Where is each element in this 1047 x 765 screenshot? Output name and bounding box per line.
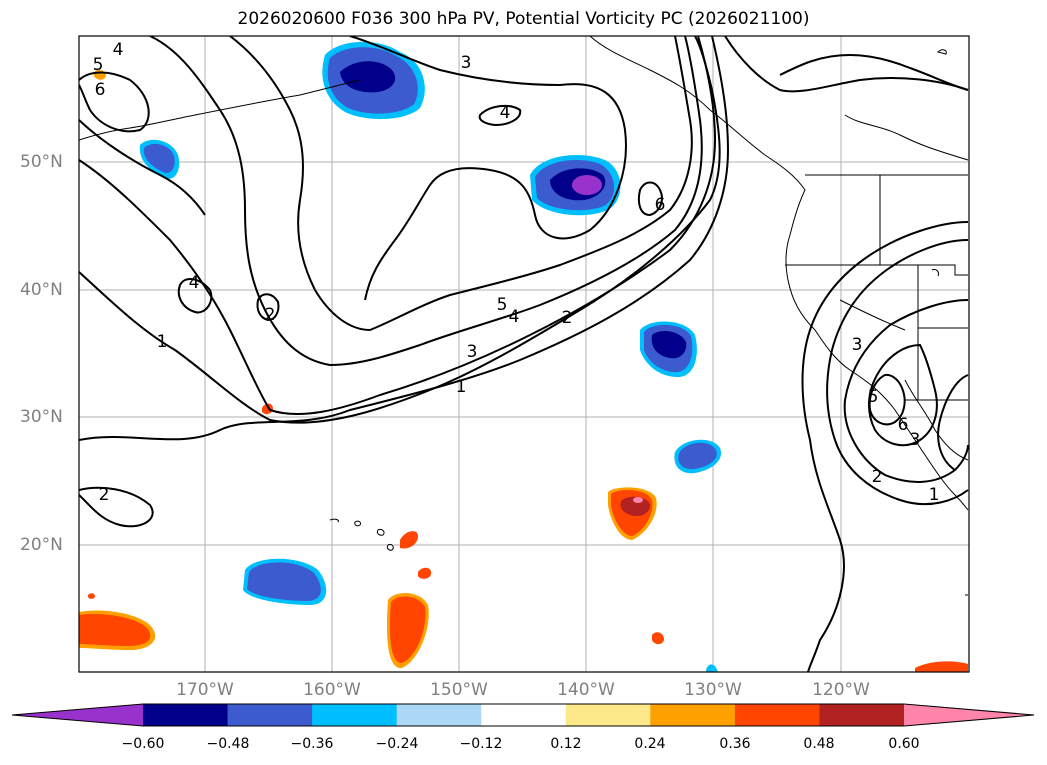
contour-label: 2	[872, 467, 883, 487]
pv-positive-anomalies	[79, 69, 968, 672]
lat-label: 20°N	[20, 535, 63, 555]
lon-label: 150°W	[430, 680, 488, 700]
map-frame	[78, 35, 970, 673]
pv-negative-anomalies	[139, 41, 722, 672]
graticule	[79, 36, 969, 672]
contour-label: 3	[910, 430, 921, 450]
lon-label: 120°W	[812, 680, 870, 700]
colorbar-tick: −0.24	[375, 736, 419, 752]
contour-label: 2	[562, 308, 573, 328]
lon-label: 140°W	[557, 680, 615, 700]
contour-label: 3	[467, 342, 478, 362]
colorbar-tick: 0.48	[803, 736, 835, 752]
pv-contours	[79, 36, 969, 672]
contour-label: 2	[99, 485, 110, 505]
contour-label: 2	[265, 305, 276, 325]
colorbar-tick: −0.36	[290, 736, 334, 752]
contour-label: 4	[509, 307, 520, 327]
map-background	[79, 36, 969, 672]
contour-label: 5	[93, 55, 104, 75]
colorbar-tick: 0.24	[634, 736, 666, 752]
colorbar-tick: 0.12	[550, 736, 582, 752]
contour-label: 4	[500, 103, 511, 123]
lon-label: 160°W	[303, 680, 361, 700]
lon-label: 130°W	[684, 680, 742, 700]
contour-label: 3	[852, 335, 863, 355]
contour-label: 6	[95, 80, 106, 100]
contour-label: 4	[113, 40, 124, 60]
lat-label: 40°N	[20, 280, 63, 300]
contour-label: 1	[456, 377, 467, 397]
contour-label: 1	[157, 332, 168, 352]
contour-label: 6	[655, 195, 666, 215]
lat-label: 50°N	[20, 152, 63, 172]
contour-label: 5	[497, 295, 508, 315]
contour-label: 6	[898, 415, 909, 435]
contour-label: 1	[929, 485, 940, 505]
lon-label: 170°W	[176, 680, 234, 700]
contour-label: 4	[189, 273, 200, 293]
colorbar-tick: −0.48	[206, 736, 250, 752]
contour-label: 3	[461, 53, 472, 73]
lat-label: 30°N	[20, 407, 63, 427]
colorbar-tick: 0.36	[719, 736, 751, 752]
map-title: 2026020600 F036 300 hPa PV, Potential Vo…	[237, 9, 810, 29]
colorbar-tick: 0.60	[888, 736, 920, 752]
contour-label: 5	[868, 387, 879, 407]
colorbar-tick: −0.12	[459, 736, 503, 752]
colorbar-tick: −0.60	[121, 736, 165, 752]
